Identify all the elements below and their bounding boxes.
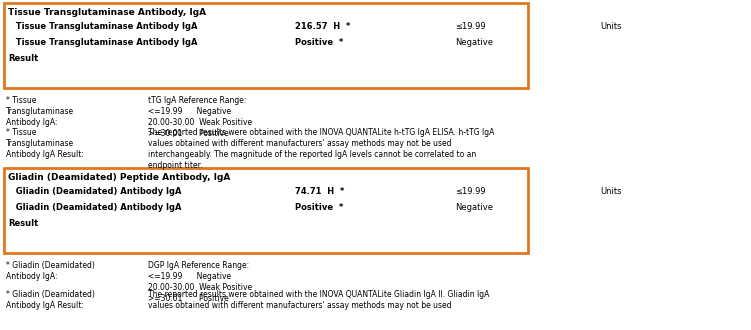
Text: Positive  *: Positive * <box>295 38 343 47</box>
Text: * Tissue
Transglutaminase
Antibody IgA Result:: * Tissue Transglutaminase Antibody IgA R… <box>6 128 84 159</box>
Text: 74.71  H  *: 74.71 H * <box>295 187 345 196</box>
Text: tTG IgA Reference Range:
<=19.99      Negative
20.00-30.00  Weak Positive
>=30.0: tTG IgA Reference Range: <=19.99 Negativ… <box>148 96 252 138</box>
Bar <box>4 3 528 88</box>
Text: Result: Result <box>8 54 38 63</box>
Text: Units: Units <box>600 187 622 196</box>
Text: Tissue Transglutaminase Antibody IgA: Tissue Transglutaminase Antibody IgA <box>10 22 198 31</box>
Text: The reported results were obtained with the INOVA QUANTALite h-tTG IgA ELISA. h-: The reported results were obtained with … <box>148 128 494 170</box>
Text: ≤19.99: ≤19.99 <box>455 22 486 31</box>
Text: Gliadin (Deamidated) Peptide Antibody, IgA: Gliadin (Deamidated) Peptide Antibody, I… <box>8 173 231 182</box>
Text: Tissue Transglutaminase Antibody, IgA: Tissue Transglutaminase Antibody, IgA <box>8 8 206 17</box>
Text: Positive  *: Positive * <box>295 203 343 212</box>
Text: Gliadin (Deamidated) Antibody IgA: Gliadin (Deamidated) Antibody IgA <box>10 187 182 196</box>
Text: * Tissue
Transglutaminase
Antibody IgA:: * Tissue Transglutaminase Antibody IgA: <box>6 96 74 127</box>
Text: Result: Result <box>8 219 38 228</box>
Text: The reported results were obtained with the INOVA QUANTALite Gliadin IgA II. Gli: The reported results were obtained with … <box>148 290 490 310</box>
Bar <box>4 168 528 253</box>
Text: Units: Units <box>600 22 622 31</box>
Text: ≤19.99: ≤19.99 <box>455 187 486 196</box>
Text: * Gliadin (Deamidated)
Antibody IgA Result:: * Gliadin (Deamidated) Antibody IgA Resu… <box>6 290 95 310</box>
Text: Tissue Transglutaminase Antibody IgA: Tissue Transglutaminase Antibody IgA <box>10 38 198 47</box>
Text: Negative: Negative <box>455 203 493 212</box>
Text: Negative: Negative <box>455 38 493 47</box>
Text: * Gliadin (Deamidated)
Antibody IgA:: * Gliadin (Deamidated) Antibody IgA: <box>6 261 95 281</box>
Text: 216.57  H  *: 216.57 H * <box>295 22 351 31</box>
Text: Gliadin (Deamidated) Antibody IgA: Gliadin (Deamidated) Antibody IgA <box>10 203 182 212</box>
Text: DGP IgA Reference Range:
<=19.99      Negative
20.00-30.00  Weak Positive
>=30.0: DGP IgA Reference Range: <=19.99 Negativ… <box>148 261 252 303</box>
